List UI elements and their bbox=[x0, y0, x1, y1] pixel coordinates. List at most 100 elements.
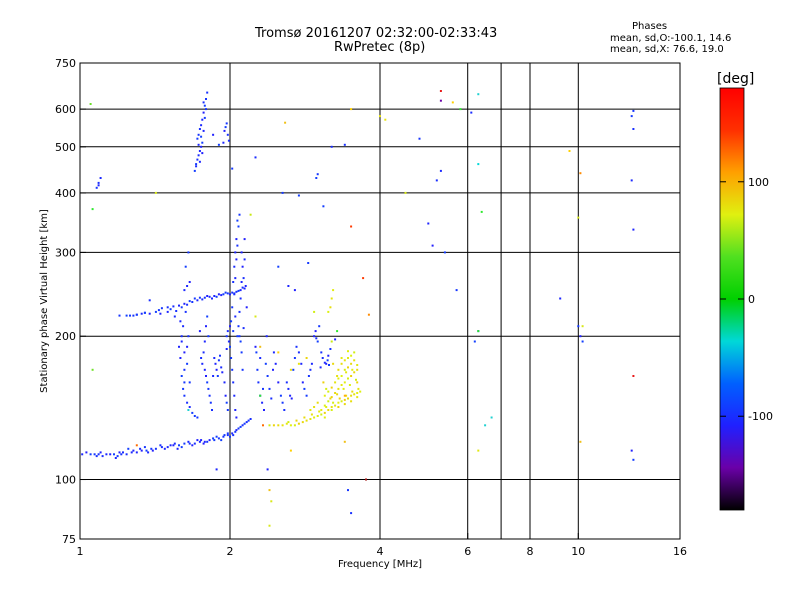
data-point-o_mode bbox=[247, 419, 250, 422]
data-point-x_mode bbox=[309, 418, 312, 420]
data-point-x_mode bbox=[356, 392, 359, 394]
data-point-o_mode bbox=[186, 401, 189, 404]
data-point-o_mode bbox=[175, 310, 178, 312]
data-point-o_mode bbox=[114, 457, 117, 459]
data-point-noise bbox=[343, 394, 346, 397]
data-point-noise bbox=[284, 121, 287, 124]
data-point-o_mode bbox=[191, 301, 194, 303]
data-point-x_mode bbox=[327, 390, 330, 393]
data-point-o_mode bbox=[295, 345, 298, 348]
data-point-o_mode bbox=[169, 308, 172, 311]
data-point-x_mode bbox=[343, 403, 346, 406]
data-point-o_mode bbox=[439, 169, 442, 172]
data-point-o_mode bbox=[196, 439, 199, 442]
data-point-o_mode bbox=[215, 295, 218, 298]
data-point-o_mode bbox=[178, 345, 180, 348]
data-point-x_mode bbox=[325, 406, 328, 408]
data-point-o_mode bbox=[125, 453, 128, 456]
data-point-o_mode bbox=[242, 277, 245, 280]
data-point-o_mode bbox=[239, 297, 242, 300]
data-point-x_mode bbox=[327, 400, 330, 403]
data-point-o_mode bbox=[151, 449, 154, 452]
data-point-o_mode bbox=[180, 446, 183, 449]
data-point-o_mode bbox=[243, 422, 246, 425]
data-point-x_mode bbox=[332, 362, 335, 365]
data-point-o_mode bbox=[431, 244, 434, 247]
data-point-x_mode bbox=[289, 368, 292, 371]
data-point-o_mode bbox=[281, 191, 284, 194]
data-point-o_mode bbox=[215, 368, 218, 371]
data-point-o_mode bbox=[173, 315, 176, 318]
data-point-o_mode bbox=[470, 111, 473, 114]
data-point-o_mode bbox=[197, 154, 200, 157]
data-point-x_mode bbox=[330, 409, 333, 411]
data-point-o_mode bbox=[196, 416, 199, 419]
data-point-x_mode bbox=[347, 377, 349, 380]
data-point-o_mode bbox=[236, 244, 239, 247]
data-point-o_mode bbox=[235, 429, 238, 432]
data-point-o_mode bbox=[314, 330, 317, 333]
data-point-o_mode bbox=[264, 362, 267, 365]
data-point-o_mode bbox=[193, 297, 196, 300]
data-point-o_mode bbox=[160, 446, 163, 449]
data-point-o_mode bbox=[125, 314, 128, 317]
data-point-o_mode bbox=[343, 143, 346, 146]
data-point-o_mode bbox=[297, 194, 300, 197]
data-point-o_mode bbox=[321, 357, 324, 359]
data-point-o_mode bbox=[198, 296, 201, 299]
data-point-o_mode bbox=[240, 251, 243, 254]
data-point-noise bbox=[89, 103, 92, 105]
data-point-o_mode bbox=[262, 387, 264, 390]
data-point-o_mode bbox=[232, 281, 235, 283]
data-point-x_mode bbox=[334, 381, 337, 384]
data-point-o_mode bbox=[143, 446, 146, 449]
data-point-o_mode bbox=[234, 251, 237, 254]
data-point-o_mode bbox=[186, 362, 189, 365]
data-point-o_mode bbox=[234, 315, 237, 318]
data-point-o_mode bbox=[243, 238, 246, 241]
data-point-x_mode bbox=[329, 306, 332, 309]
data-point-x_mode bbox=[350, 400, 353, 403]
data-point-x_mode bbox=[320, 413, 323, 416]
data-point-x_mode bbox=[325, 387, 328, 390]
data-point-noise bbox=[577, 216, 580, 219]
data-point-o_mode bbox=[127, 447, 130, 450]
data-point-x_mode bbox=[357, 387, 360, 390]
data-point-noise bbox=[451, 101, 454, 104]
data-point-o_mode bbox=[139, 447, 142, 450]
data-point-o_mode bbox=[200, 124, 203, 127]
data-point-x_mode bbox=[323, 416, 326, 419]
data-point-o_mode bbox=[101, 455, 104, 458]
data-point-o_mode bbox=[212, 375, 215, 377]
data-point-o_mode bbox=[325, 362, 328, 365]
data-point-o_mode bbox=[217, 143, 220, 146]
data-point-o_mode bbox=[259, 357, 262, 359]
data-point-x_mode bbox=[287, 421, 290, 424]
data-point-o_mode bbox=[201, 298, 204, 301]
data-point-o_mode bbox=[303, 387, 306, 390]
data-point-o_mode bbox=[202, 111, 205, 114]
data-point-x_mode bbox=[336, 375, 339, 377]
data-point-o_mode bbox=[113, 453, 115, 456]
data-point-o_mode bbox=[109, 453, 112, 456]
data-point-o_mode bbox=[188, 442, 191, 445]
data-point-noise bbox=[459, 108, 462, 111]
data-point-o_mode bbox=[99, 451, 102, 454]
data-point-o_mode bbox=[217, 293, 220, 296]
data-point-o_mode bbox=[211, 409, 213, 411]
data-point-o_mode bbox=[211, 297, 213, 300]
data-point-x_mode bbox=[343, 381, 346, 384]
data-point-o_mode bbox=[327, 354, 330, 357]
data-point-o_mode bbox=[195, 165, 198, 168]
data-point-o_mode bbox=[201, 141, 204, 144]
data-point-x_mode bbox=[297, 422, 300, 425]
data-point-o_mode bbox=[225, 335, 228, 338]
data-point-x_mode bbox=[301, 421, 304, 424]
data-point-x_mode bbox=[356, 381, 359, 384]
data-point-o_mode bbox=[89, 453, 92, 456]
data-point-o_mode bbox=[135, 451, 138, 454]
data-point-o_mode bbox=[202, 351, 205, 354]
data-point-o_mode bbox=[217, 437, 220, 440]
data-point-o_mode bbox=[315, 337, 318, 340]
